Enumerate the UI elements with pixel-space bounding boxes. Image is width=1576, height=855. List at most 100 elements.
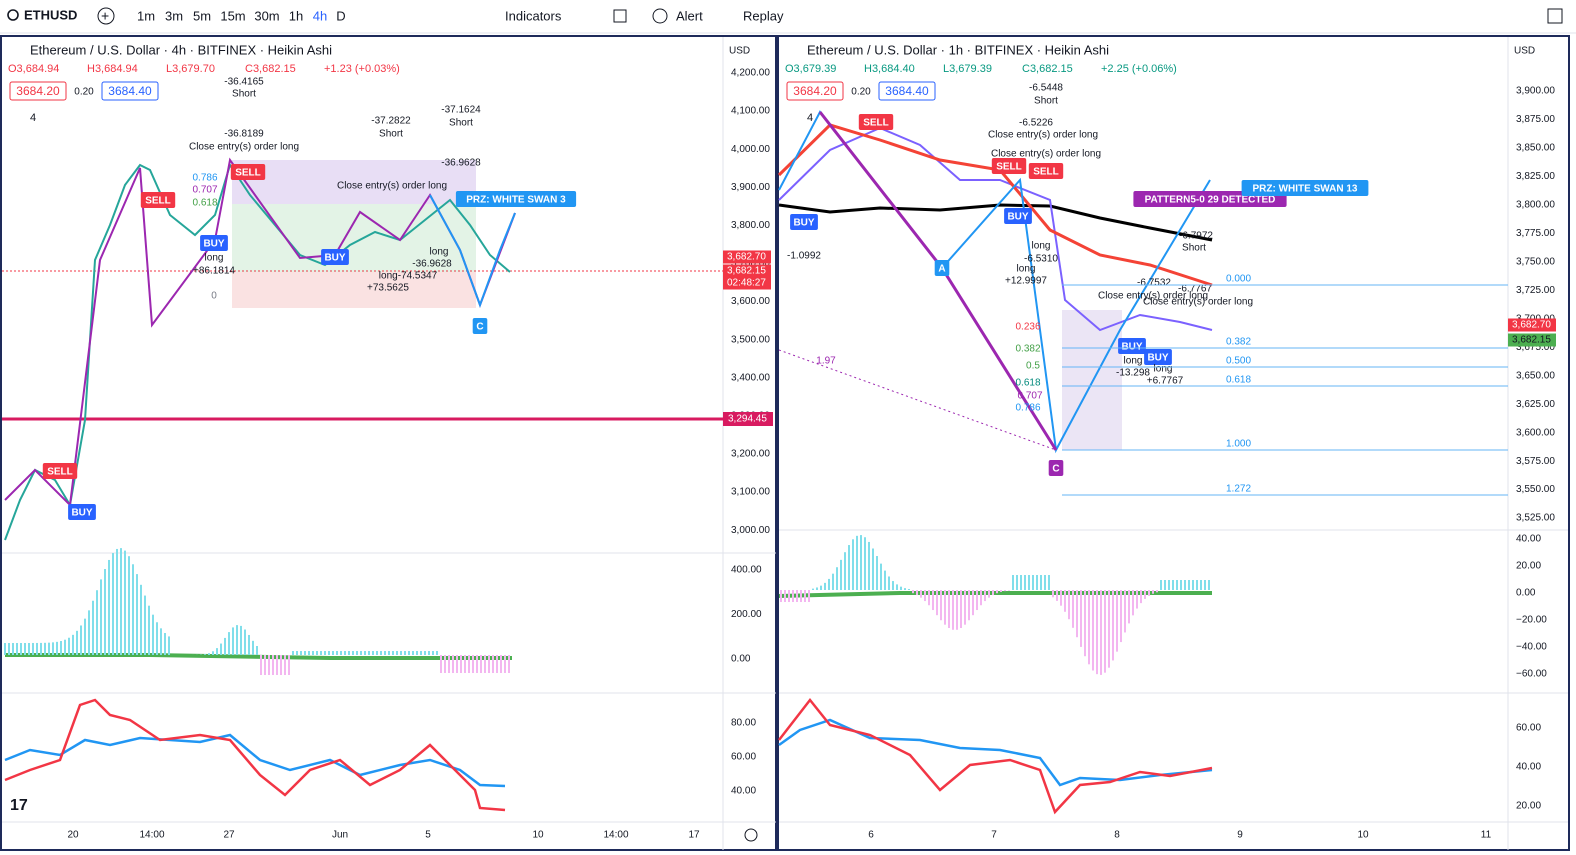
alert-icon[interactable]	[652, 8, 668, 24]
add-symbol[interactable]	[97, 7, 115, 25]
level-tag-label: 3,294.45	[728, 414, 767, 425]
badge	[1048, 460, 1064, 476]
time-axis-label: 10	[1357, 830, 1369, 841]
badge-label: BUY	[1007, 212, 1028, 223]
fib-label: 1.000	[1226, 439, 1251, 450]
time-axis-label: 7	[991, 830, 997, 841]
price-tag-label: 3,682.70	[1512, 320, 1551, 331]
settings-icon[interactable]	[744, 828, 758, 842]
price-axis-label: 3,200.00	[731, 449, 770, 460]
price-axis-label: 3,000.00	[731, 525, 770, 536]
annotation: -6.5310	[1024, 254, 1058, 265]
time-axis-label: 14:00	[139, 830, 164, 841]
badge	[321, 249, 349, 265]
badge-label: BUY	[1147, 353, 1168, 364]
badge-label: BUY	[71, 508, 92, 519]
annotation: 0.618	[192, 198, 217, 209]
annotation: 0.707	[1017, 391, 1042, 402]
interval: 30m	[254, 8, 279, 23]
fib-label: 0.500	[1226, 356, 1251, 367]
panel-toggle[interactable]	[1547, 8, 1563, 24]
badge-label: BUY	[324, 253, 345, 264]
osc-axis-label: 0.00	[1516, 588, 1536, 599]
indicators[interactable]: Indicators	[505, 8, 562, 23]
annotation: long	[1017, 264, 1036, 275]
price-axis-label: 4,100.00	[731, 106, 770, 117]
badge-label: SELL	[145, 196, 171, 207]
ask-box	[878, 81, 936, 101]
price-tag	[1508, 333, 1556, 347]
annotation: -6.7767	[1178, 284, 1212, 295]
time-axis-label: 6	[868, 830, 874, 841]
price-tag-label: 02:48:27	[727, 278, 766, 289]
annotation: long	[430, 247, 449, 258]
badge-label: BUY	[1121, 342, 1142, 353]
price-axis-label: 3,875.00	[1516, 114, 1555, 125]
annotation: -37.2822	[371, 116, 411, 127]
badge-label: C	[476, 322, 483, 333]
rsi-fast	[4, 733, 506, 788]
annotation: Short	[449, 118, 473, 129]
interval: 1h	[289, 8, 303, 23]
badge-label: A	[938, 264, 945, 275]
badge-label: SELL	[863, 118, 889, 129]
alert[interactable]: Alert	[676, 8, 703, 23]
rsi-axis-label: 60.00	[731, 752, 756, 763]
badge	[934, 260, 950, 276]
fib-label: 0.000	[1226, 274, 1251, 285]
interval: 3m	[165, 8, 183, 23]
moving-average	[778, 203, 1213, 242]
badge	[1118, 338, 1146, 354]
trend-line	[778, 349, 1057, 451]
price-axis-label: 3,775.00	[1516, 228, 1555, 239]
annotation: long	[1124, 356, 1143, 367]
annotation: Short	[232, 89, 256, 100]
ask: 3684.40	[885, 84, 929, 98]
time-axis-label: 10	[532, 830, 544, 841]
badge	[790, 214, 818, 230]
annotation: -36.8189	[224, 129, 264, 140]
annotation: -36.4165	[224, 77, 264, 88]
moving-average	[778, 126, 1213, 332]
price-axis-label: 3,400.00	[731, 372, 770, 383]
badge-label: SELL	[996, 162, 1022, 173]
badge	[1144, 349, 1172, 365]
toolbar	[0, 0, 1576, 33]
ask-box	[101, 81, 159, 101]
plus: +	[101, 8, 109, 24]
annotation: +86.1814	[193, 266, 235, 277]
osc-axis-label: −20.00	[1516, 615, 1547, 626]
level-tag	[723, 412, 773, 426]
annotation: Close entry(s) order long	[189, 142, 299, 153]
zone	[232, 204, 476, 272]
badge-label: PRZ: WHITE SWAN 3	[466, 195, 566, 206]
symbol[interactable]: ETHUSD	[24, 7, 77, 22]
search-icon[interactable]	[7, 9, 19, 21]
price-axis-label: 3,725.00	[1516, 285, 1555, 296]
annotation: -37.1624	[441, 105, 481, 116]
time-axis-label: 5	[425, 830, 431, 841]
badge	[1028, 163, 1064, 179]
replay[interactable]: Replay	[743, 8, 784, 23]
price-tag-label: 3,682.15	[727, 266, 766, 277]
annotation: -6.7972	[1179, 231, 1213, 242]
fib-label: 0.618	[1226, 375, 1251, 386]
rsi-fast	[778, 718, 1213, 787]
layout-icon[interactable]	[613, 9, 627, 23]
annotation: 0	[211, 291, 217, 302]
annotation: Short	[1182, 243, 1206, 254]
rsi-axis-label: 20.00	[1516, 801, 1541, 812]
annotation: Close entry(s) order long	[1143, 297, 1253, 308]
price-axis-label: 3,800.00	[1516, 200, 1555, 211]
time-axis-label: 14:00	[603, 830, 628, 841]
annotation: Close entry(s) order long	[988, 130, 1098, 141]
interval: D	[336, 8, 345, 23]
annotation: 0.786	[192, 173, 217, 184]
price-tag	[723, 264, 771, 278]
annotation: long	[205, 253, 224, 264]
price-axis-label: 4,000.00	[731, 144, 770, 155]
ohlc-value: L3,679.70	[166, 63, 215, 75]
bid-box	[9, 81, 67, 101]
zone	[1062, 310, 1122, 450]
annotation: -36.9628	[441, 158, 481, 169]
